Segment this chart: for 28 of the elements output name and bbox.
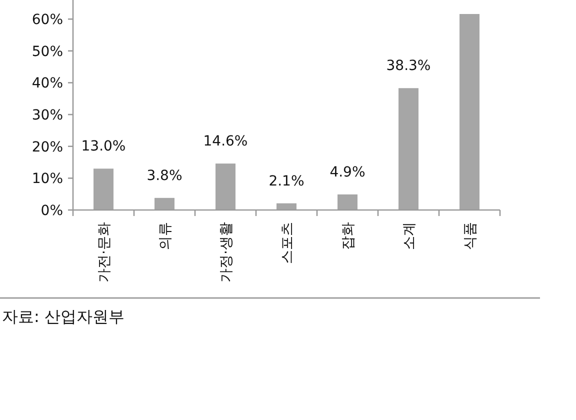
bar: [398, 88, 418, 210]
data-label: 4.9%: [330, 164, 366, 180]
y-tick-label: 20%: [32, 139, 63, 156]
data-label: 38.3%: [386, 58, 431, 74]
bar: [154, 198, 174, 210]
y-tick-label: 40%: [32, 76, 63, 92]
y-tick-label: 10%: [32, 171, 63, 188]
y-tick-label: 50%: [32, 44, 63, 60]
x-tick-label: 스포츠: [280, 222, 296, 264]
data-label: 14.6%: [203, 134, 248, 150]
bar: [338, 194, 358, 210]
text: 자료: 산업자원부: [2, 307, 124, 326]
data-label: 2.1%: [268, 173, 304, 190]
x-tick-label: 가정·생활: [218, 222, 234, 282]
y-tick-label: 30%: [32, 108, 63, 124]
x-tick-label: 소계: [402, 222, 418, 250]
data-label: 13.0%: [81, 138, 126, 155]
x-tick-label: 식품: [462, 222, 478, 250]
x-tick-label: 잡화: [340, 222, 356, 250]
bar: [216, 164, 236, 210]
x-tick-label: 가전·문화: [96, 222, 112, 282]
y-tick-label: 60%: [32, 12, 63, 28]
bar: [460, 14, 480, 210]
data-label: 3.8%: [146, 168, 182, 184]
x-tick-label: 의류: [158, 222, 174, 250]
bar: [94, 168, 114, 210]
bar: [276, 203, 296, 210]
y-tick-label: 0%: [40, 203, 63, 219]
